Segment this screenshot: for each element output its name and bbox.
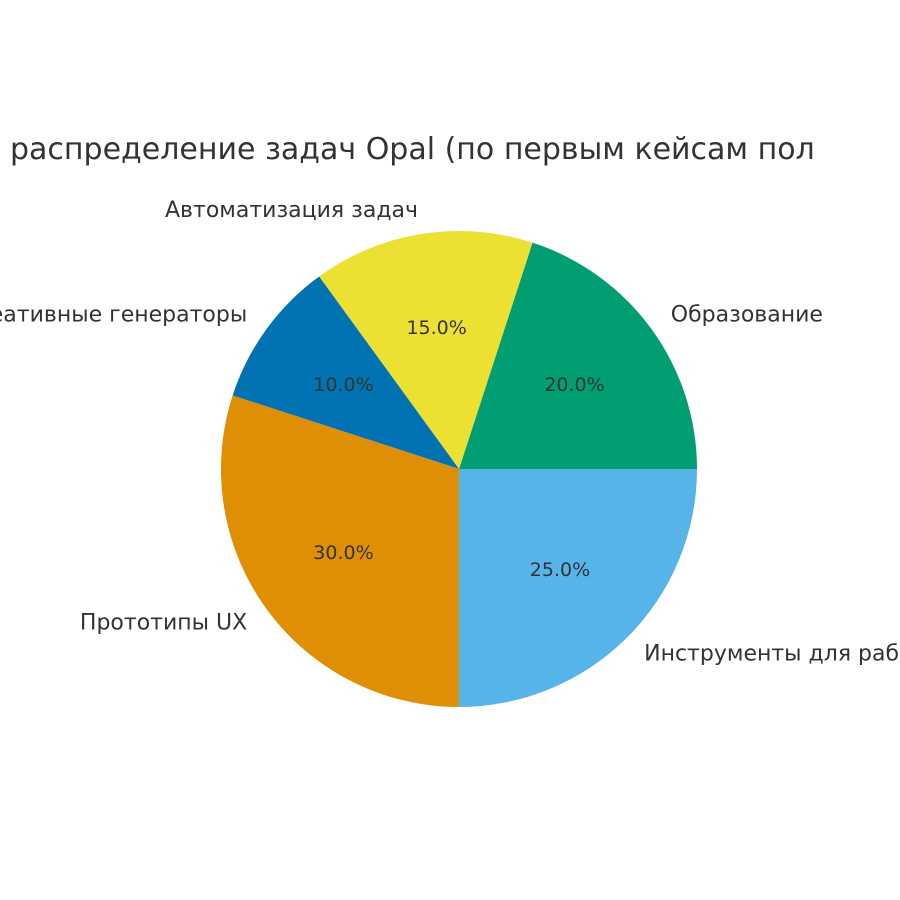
pie-labels: Образование 20.0% Автоматизация задач 15.0%… bbox=[0, 198, 900, 667]
pie-slice bbox=[232, 276, 459, 469]
slice-percent-label: 30.0% bbox=[313, 542, 373, 564]
slice-label: Автоматизация задач bbox=[165, 198, 418, 223]
slice-percent-label: 15.0% bbox=[406, 317, 466, 339]
pie-slices bbox=[220, 231, 697, 707]
slice-percent-label: 25.0% bbox=[530, 559, 590, 581]
pie-slice bbox=[459, 469, 697, 707]
slice-label: Креативные генераторы bbox=[0, 303, 247, 328]
pie-slice bbox=[319, 231, 533, 469]
slice-percent-label: 10.0% bbox=[313, 374, 373, 396]
slice-label: Образование bbox=[671, 303, 823, 328]
slice-percent-label: 20.0% bbox=[544, 374, 604, 396]
pie-slice bbox=[459, 242, 697, 469]
chart-title: распределение задач Opal (по первым кейс… bbox=[10, 132, 815, 167]
pie-slice bbox=[220, 395, 459, 707]
slice-label: Инструменты для работы bbox=[644, 642, 900, 667]
slice-label: Прототипы UX bbox=[80, 610, 247, 635]
